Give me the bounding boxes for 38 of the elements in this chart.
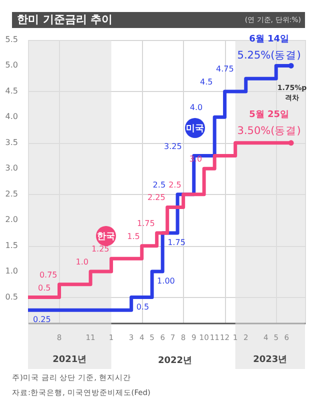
data-label: 0.25 xyxy=(33,315,51,324)
data-label: 4.75 xyxy=(216,64,234,74)
data-label: 2.5 xyxy=(152,180,166,190)
y-tick-label: 5.5 xyxy=(5,35,18,44)
data-label: 4.0 xyxy=(190,103,203,112)
data-label: 2.5 xyxy=(168,180,182,190)
data-label: 1.0 xyxy=(76,258,89,267)
y-tick-label: 3.0 xyxy=(5,164,18,173)
data-label: 1.25 xyxy=(91,244,110,254)
y-tick-label: 5.0 xyxy=(5,60,18,70)
data-label: 1.5 xyxy=(127,232,140,241)
data-label: 3.25 xyxy=(164,142,182,151)
data-label: 0.75 xyxy=(39,270,58,280)
series-label: 한국 xyxy=(97,232,115,242)
data-label: 1.00 xyxy=(157,276,175,286)
data-label: 2.25 xyxy=(148,193,166,202)
data-label: 4.5 xyxy=(200,77,213,86)
band-label: 2023년 xyxy=(253,355,288,365)
text: 2022년 xyxy=(158,356,192,366)
data-label: 1.75 xyxy=(168,238,186,247)
y-tick-label: 2.0 xyxy=(5,215,18,224)
annotation: 6월 14일 xyxy=(249,34,290,45)
y-tick-label: 4.0 xyxy=(5,112,18,122)
chart-title: 한미 기준금리 추이 xyxy=(17,13,113,26)
y-tick-label: 1.0 xyxy=(5,266,18,276)
y-tick-label: 0.5 xyxy=(5,292,18,302)
annotation: 5.25%(동결) xyxy=(237,50,301,62)
band-label: 2021년 xyxy=(52,355,87,365)
data-label: 0.5 xyxy=(38,283,51,292)
y-tick-label: 4.5 xyxy=(5,86,18,96)
data-label: 1.75 xyxy=(137,218,155,228)
annotation: 3.50%(동결) xyxy=(237,124,301,137)
y-tick-label: 1.5 xyxy=(5,240,18,250)
data-label: 0.5 xyxy=(136,302,150,312)
annotation: 5월 25일 xyxy=(249,110,290,120)
y-tick-label: 2.5 xyxy=(5,189,18,198)
y-tick-label: 3.5 xyxy=(5,138,18,147)
series-label: 미국 xyxy=(186,124,204,134)
